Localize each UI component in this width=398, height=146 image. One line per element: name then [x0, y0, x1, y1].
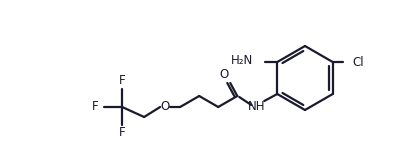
Text: O: O: [220, 68, 229, 81]
Text: H₂N: H₂N: [231, 54, 253, 67]
Text: F: F: [92, 100, 98, 113]
Text: F: F: [119, 74, 125, 87]
Text: NH: NH: [248, 100, 265, 113]
Text: O: O: [160, 100, 170, 113]
Text: F: F: [119, 126, 125, 139]
Text: Cl: Cl: [353, 55, 364, 68]
